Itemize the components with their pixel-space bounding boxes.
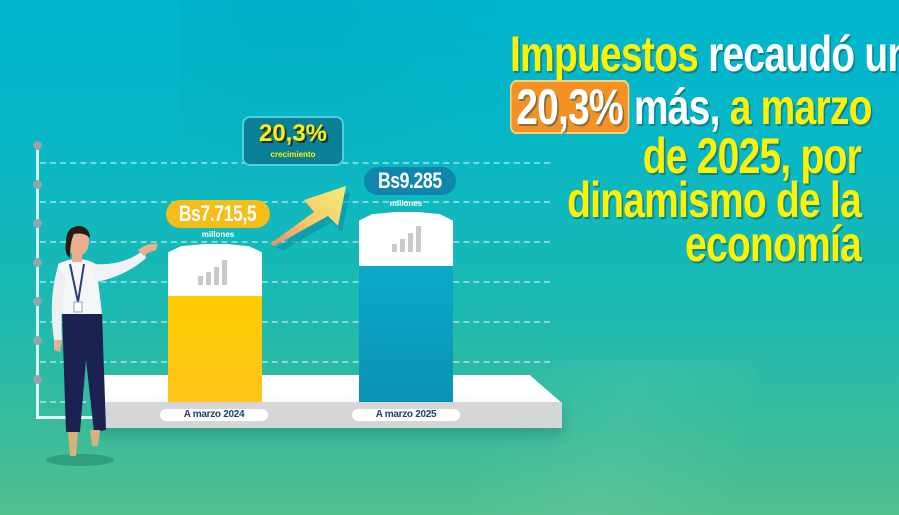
axis-tick-dot bbox=[33, 336, 42, 345]
category-label-2025: A marzo 2025 bbox=[352, 409, 460, 421]
headline-word-a-marzo: a marzo bbox=[729, 79, 873, 135]
gridline bbox=[40, 201, 550, 203]
headline-line-4: dinamismo de la bbox=[567, 172, 862, 228]
signal-bars-icon bbox=[198, 260, 227, 285]
axis-tick-dot bbox=[33, 375, 42, 384]
signal-bars-icon bbox=[392, 226, 421, 252]
headline-word-mas: más, bbox=[633, 79, 721, 135]
value-pill-2024: Bs7.715,5 bbox=[166, 200, 270, 228]
value-label-2025: Bs9.285 bbox=[378, 168, 442, 193]
headline-line-3: de 2025, por bbox=[642, 128, 862, 184]
gridline bbox=[40, 281, 550, 283]
background-shade bbox=[180, 0, 560, 200]
bar-cap bbox=[359, 212, 453, 266]
growth-arrow-icon bbox=[270, 186, 350, 250]
axis-tick-dot bbox=[33, 258, 42, 267]
headline: Impuestos recaudó un 20,3% más, a marzo d… bbox=[510, 29, 899, 272]
headline-line-1: Impuestos recaudó un bbox=[510, 29, 899, 79]
unit-label-2024: millones bbox=[201, 230, 235, 239]
headline-line-2: 20,3% más, a marzo bbox=[510, 79, 872, 135]
bar-2024 bbox=[168, 244, 262, 402]
headline-word-impuestos: Impuestos bbox=[510, 26, 699, 82]
growth-value: 20,3% bbox=[258, 120, 328, 147]
bar-fill-2025 bbox=[359, 266, 453, 402]
value-pill-2025: Bs9.285 bbox=[364, 167, 456, 195]
growth-label: crecimiento bbox=[270, 150, 316, 159]
value-label-2024: Bs7.715,5 bbox=[179, 201, 257, 226]
unit-label-2025: millones bbox=[389, 199, 423, 208]
headline-line-5: economía bbox=[685, 216, 862, 272]
bar-fill-2024 bbox=[168, 296, 262, 402]
category-label-2024: A marzo 2024 bbox=[160, 409, 268, 421]
headline-word-recaudo: recaudó un bbox=[708, 26, 899, 82]
axis-tick-dot bbox=[33, 180, 42, 189]
axis-tick-dot bbox=[33, 219, 42, 228]
bar-2025 bbox=[359, 212, 453, 402]
gridline bbox=[40, 321, 550, 323]
axis-tick-dot bbox=[33, 297, 42, 306]
axis-tick-dot bbox=[33, 141, 42, 150]
growth-callout: 20,3% crecimiento bbox=[242, 116, 344, 166]
gridline bbox=[40, 361, 550, 363]
y-axis-line bbox=[36, 145, 39, 419]
presenter-person-image bbox=[46, 226, 158, 466]
headline-percent-badge: 20,3% bbox=[510, 80, 630, 134]
